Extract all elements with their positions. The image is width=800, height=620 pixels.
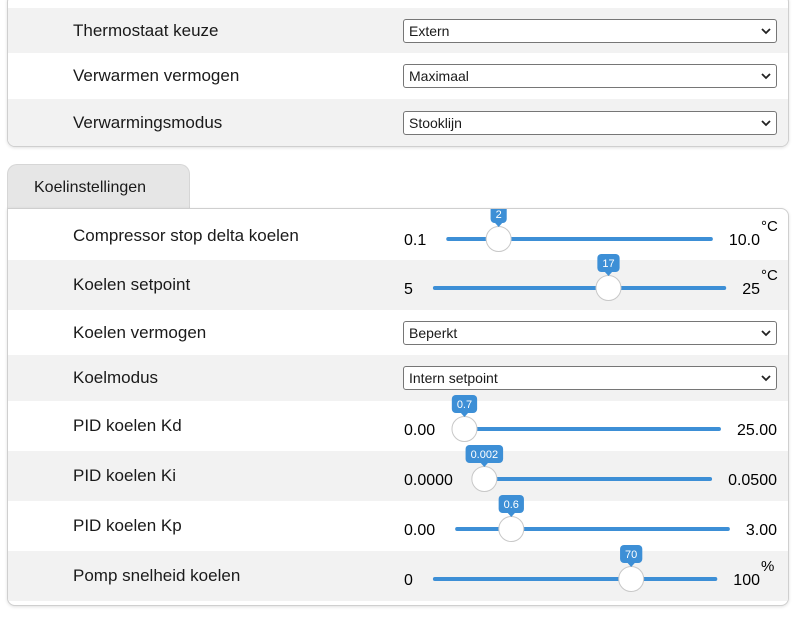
slider-min: 5	[404, 281, 413, 298]
setting-label: Verwarmen vermogen	[73, 66, 240, 85]
settings-row: Koelmodus Intern setpoint	[8, 355, 788, 401]
settings-row: Koelen setpoint 5 25 °C 17	[8, 254, 788, 310]
slider-unit: °C	[761, 267, 778, 284]
bubble-pointer	[460, 412, 469, 417]
bubble-bg	[465, 445, 504, 463]
slider: 5 25°C 17	[404, 254, 778, 301]
value-bubble: 0.6	[498, 495, 524, 517]
bubble-value: 17	[602, 258, 614, 270]
slider-thumb[interactable]	[498, 516, 525, 542]
dropdown-value: Beperkt	[409, 324, 458, 341]
chevron	[761, 375, 771, 382]
setting-label: Verwarmingsmodus	[73, 112, 223, 132]
bubble-value: 2	[496, 209, 502, 221]
slider-max: 25.00	[737, 422, 777, 439]
setting-label: Koelen vermogen	[73, 322, 207, 342]
dropdown-value: Intern setpoint	[409, 370, 498, 386]
slider-unit: °C	[761, 218, 778, 235]
cooling-card: Compressor stop delta koelen 0.1 10.0 °C 2 Ko…	[7, 208, 789, 606]
settings-row: Verwarmingsmodus Stooklijn	[8, 99, 788, 146]
slider-thumb[interactable]	[485, 226, 512, 252]
chevron	[761, 329, 771, 336]
bubble-value: 0.7	[457, 399, 472, 411]
dropdown[interactable]: Beperkt	[403, 320, 777, 345]
dropdown-arrow	[761, 119, 771, 126]
slider-unit: %	[761, 558, 774, 575]
bubble-value: 0.002	[471, 449, 499, 461]
dropdown-value: Stooklijn	[409, 114, 462, 131]
slider-max: 25	[742, 281, 760, 298]
slider-thumb[interactable]	[595, 275, 622, 301]
dropdown[interactable]: Stooklijn	[403, 110, 777, 135]
slider-max: 100	[733, 572, 760, 589]
bubble-bg	[451, 395, 478, 413]
slider: 0.1 10.0°C 2	[404, 209, 778, 252]
setting-label: PID koelen Kp	[73, 516, 182, 535]
tab[interactable]: Koelinstellingen	[7, 164, 190, 210]
setting-label: PID koelen Ki	[73, 466, 176, 485]
slider-max: 10.0	[729, 232, 760, 249]
bubble-pointer	[627, 562, 636, 567]
settings-row: Thermostaat keuze Extern	[8, 8, 788, 53]
slider-thumb[interactable]	[471, 466, 498, 492]
chevron	[761, 73, 771, 80]
settings-row: Pomp snelheid koelen 0 100% 70	[8, 545, 788, 601]
dropdown-value: Maximaal	[409, 68, 469, 84]
slider: 0.00 3.00 0.6	[404, 495, 777, 542]
slider-min: 0.1	[404, 232, 426, 249]
bubble-pointer	[480, 462, 489, 467]
setting-label: Koelen setpoint	[73, 275, 191, 294]
bubble-pointer	[494, 222, 503, 227]
value-bubble: 0.002	[465, 445, 504, 467]
dropdown-value: Extern	[409, 22, 450, 39]
slider: 0 100% 70	[404, 545, 774, 592]
slider-max: 3.00	[746, 522, 777, 539]
value-bubble: 2	[490, 209, 507, 227]
slider: 0.00 25.00 0.7	[404, 395, 777, 442]
value-bubble: 17	[597, 254, 620, 276]
setting-label: Pomp snelheid koelen	[73, 566, 241, 585]
setting-label: Koelmodus	[73, 368, 159, 387]
settings-row: Koelen vermogen Beperkt	[8, 310, 788, 355]
settings-row: PID koelen Kd 0.00 25.00 0.7	[8, 395, 788, 451]
slider-min: 0	[404, 572, 413, 589]
dropdown[interactable]: Maximaal	[403, 64, 777, 88]
bubble-pointer	[604, 271, 613, 276]
slider-thumb[interactable]	[618, 566, 645, 592]
bubble-bg	[597, 254, 620, 272]
bubble-bg	[620, 545, 643, 563]
dropdown[interactable]: Extern	[403, 18, 777, 43]
slider-max: 0.0500	[728, 472, 777, 489]
setting-label: Compressor stop delta koelen	[73, 226, 299, 245]
value-bubble: 70	[620, 545, 643, 567]
slider-thumb[interactable]	[451, 416, 478, 442]
dropdown-arrow	[761, 27, 771, 34]
slider-min: 0.00	[404, 522, 435, 539]
bubble-pointer	[507, 512, 516, 517]
setting-label: Thermostaat keuze	[73, 20, 219, 40]
slider-min: 0.00	[404, 422, 435, 439]
dropdown-arrow	[761, 375, 771, 382]
slider: 0.0000 0.0500 0.002	[404, 445, 777, 492]
value-bubble: 0.7	[451, 395, 478, 417]
chevron	[761, 119, 771, 126]
heating-card: Thermostaat keuze Extern Verwarmen vermoge…	[7, 0, 789, 147]
bubble-value: 0.6	[504, 499, 519, 511]
dropdown[interactable]: Intern setpoint	[403, 366, 777, 390]
tab-label: Koelinstellingen	[34, 179, 147, 196]
dropdown-arrow	[761, 329, 771, 336]
setting-label: PID koelen Kd	[73, 416, 182, 435]
bubble-bg	[490, 209, 507, 223]
settings-row: Verwarmen vermogen Maximaal	[8, 53, 788, 99]
settings-row: Compressor stop delta koelen 0.1 10.0 °C 2	[8, 209, 788, 260]
chevron	[761, 27, 771, 34]
settings-row: PID koelen Ki 0.0000 0.0500 0.002	[8, 445, 788, 501]
slider-min: 0.0000	[404, 472, 453, 489]
bubble-value: 70	[625, 549, 637, 561]
settings-row: PID koelen Kp 0.00 3.00 0.6	[8, 495, 788, 551]
dropdown-arrow	[761, 73, 771, 80]
bubble-bg	[498, 495, 524, 513]
